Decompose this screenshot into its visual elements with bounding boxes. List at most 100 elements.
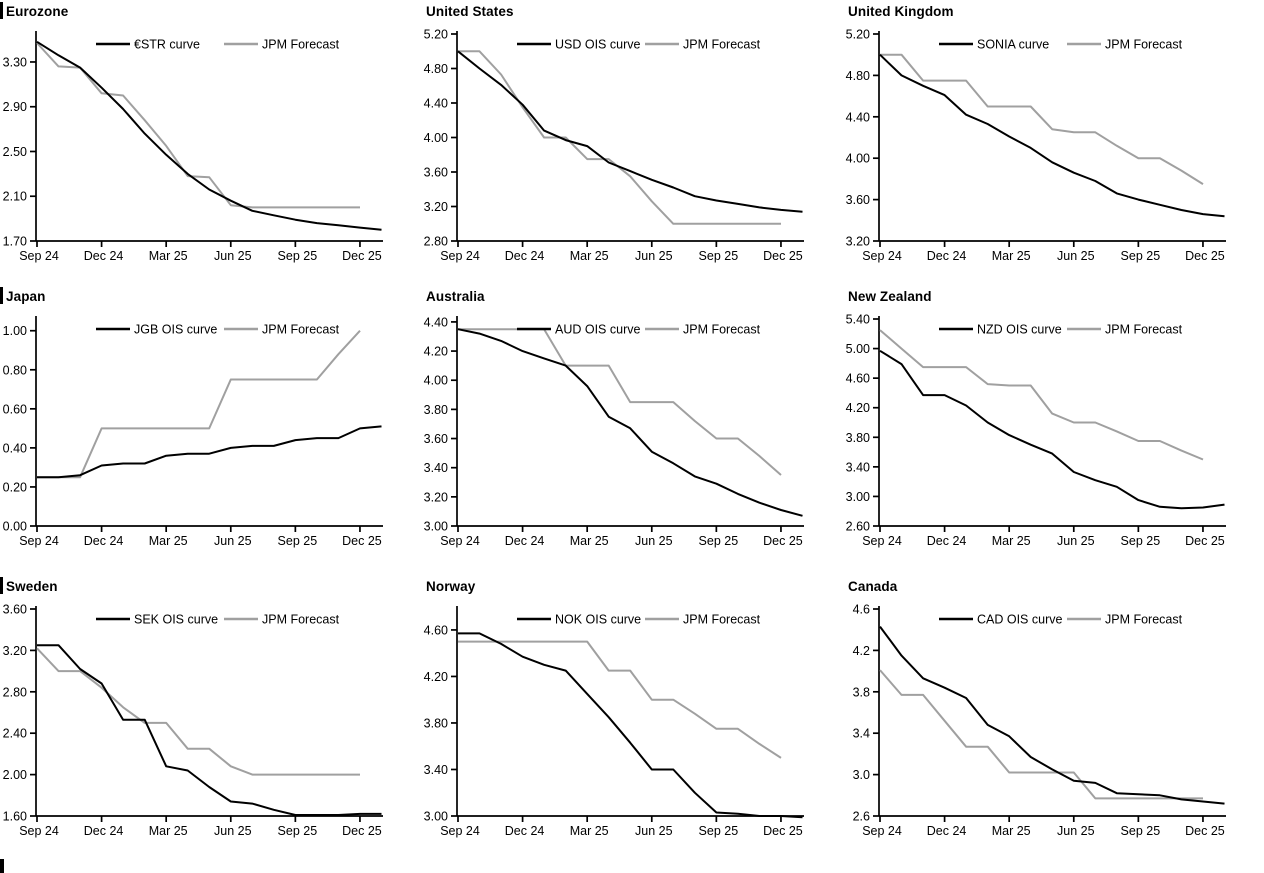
chart-canvas-norway: 3.00 3.40 3.80 4.20 4.60 Sep 24 Dec 24 Mar 25 Ju… [424, 606, 804, 838]
x-tick-label: Dec 24 [927, 249, 967, 263]
x-tick-label: Sep 24 [440, 824, 480, 838]
x-tick-label: Jun 25 [635, 534, 673, 548]
series-line-nok-ois-curve [458, 632, 803, 819]
legend-label: USD OIS curve [555, 38, 640, 52]
series-line-cad-ois-curve [879, 626, 1225, 805]
series-line-jpm-forecast [36, 42, 360, 209]
y-tick-label: 0.20 [3, 480, 27, 494]
x-tick-label: Dec 24 [84, 534, 124, 548]
y-tick-label: 3.60 [424, 432, 448, 446]
x-tick-label: Sep 25 [699, 534, 739, 548]
x-tick-label: Jun 25 [214, 249, 252, 263]
legend-label: JGB OIS curve [134, 323, 217, 337]
chart-panel-japan: Japan 0.00 0.20 0.40 0.60 0.80 1.00 Sep 24 Dec … [0, 285, 421, 575]
x-tick-label: Sep 25 [1121, 534, 1161, 548]
y-tick-label: 3.80 [846, 431, 870, 445]
chart-header: United States [421, 0, 843, 22]
y-tick-label: 4.00 [424, 374, 448, 388]
x-tick-label: Sep 24 [440, 534, 480, 548]
y-tick-label: 2.50 [3, 145, 27, 159]
y-tick-label: 3.8 [853, 685, 870, 699]
x-tick-label: Mar 25 [149, 249, 188, 263]
y-tick-label: 3.60 [846, 193, 870, 207]
y-tick-label: 2.80 [424, 235, 448, 249]
legend-label: JPM Forecast [262, 613, 340, 627]
x-tick-label: Sep 24 [862, 824, 902, 838]
title-bar [0, 2, 3, 19]
chart-panel-new-zealand: New Zealand 2.60 3.00 3.40 3.80 4.20 4.60 5.00… [843, 285, 1264, 575]
y-tick-label: 3.00 [424, 520, 448, 534]
x-tick-label: Mar 25 [570, 534, 609, 548]
y-tick-label: 4.40 [424, 315, 448, 329]
y-tick-label: 3.00 [424, 810, 448, 824]
chart-header: Australia [421, 285, 843, 307]
x-tick-label: Jun 25 [1057, 534, 1095, 548]
x-tick-label: Jun 25 [214, 824, 252, 838]
series-line--str-curve [36, 40, 382, 231]
x-tick-label: Sep 24 [862, 534, 902, 548]
y-tick-label: 4.40 [424, 97, 448, 111]
x-tick-label: Dec 24 [505, 824, 545, 838]
x-tick-label: Dec 24 [84, 249, 124, 263]
chart-title: New Zealand [848, 288, 932, 304]
y-tick-label: 3.40 [424, 461, 448, 475]
y-tick-label: 3.60 [3, 603, 27, 617]
y-tick-label: 3.80 [424, 403, 448, 417]
chart-header: Sweden [0, 575, 421, 597]
legend-label: NOK OIS curve [555, 613, 641, 627]
y-tick-label: 4.2 [853, 644, 870, 658]
x-tick-label: Mar 25 [149, 824, 188, 838]
x-tick-label: Dec 24 [505, 534, 545, 548]
y-tick-label: 3.00 [846, 490, 870, 504]
x-tick-label: Dec 24 [927, 824, 967, 838]
y-tick-label: 2.00 [3, 768, 27, 782]
x-tick-label: Mar 25 [992, 824, 1031, 838]
x-tick-label: Dec 25 [342, 249, 382, 263]
chart-header: Canada [843, 575, 1264, 597]
y-tick-label: 4.40 [846, 110, 870, 124]
y-tick-label: 4.80 [846, 69, 870, 83]
legend-label: €STR curve [134, 38, 200, 52]
chart-title: Japan [6, 288, 46, 304]
x-tick-label: Sep 25 [1121, 824, 1161, 838]
legend-label: JPM Forecast [683, 38, 761, 52]
x-tick-label: Dec 24 [84, 824, 124, 838]
x-tick-label: Dec 25 [1185, 534, 1225, 548]
chart-canvas-eurozone: 1.70 2.10 2.50 2.90 3.30 Sep 24 Dec 24 Mar 25 Ju… [3, 31, 383, 263]
y-tick-label: 5.20 [846, 28, 870, 42]
y-tick-label: 5.20 [424, 28, 448, 42]
title-bar [0, 287, 3, 304]
x-tick-label: Sep 24 [440, 249, 480, 263]
x-tick-label: Dec 25 [763, 824, 803, 838]
legend-label: JPM Forecast [262, 38, 340, 52]
series-line-jpm-forecast [458, 328, 782, 476]
legend-label: SEK OIS curve [134, 613, 218, 627]
series-line-usd-ois-curve [457, 50, 803, 213]
y-tick-label: 3.20 [424, 200, 448, 214]
x-tick-label: Dec 25 [763, 249, 803, 263]
y-tick-label: 4.60 [846, 372, 870, 386]
chart-header: Japan [0, 285, 421, 307]
x-tick-label: Mar 25 [570, 824, 609, 838]
chart-title: United Kingdom [848, 3, 954, 19]
series-line-jgb-ois-curve [37, 425, 382, 479]
chart-title: Sweden [6, 578, 58, 594]
x-tick-label: Sep 24 [19, 249, 59, 263]
series-line-jpm-forecast [879, 669, 1203, 800]
y-tick-label: 2.90 [3, 100, 27, 114]
x-tick-label: Sep 25 [278, 249, 318, 263]
chart-canvas-japan: 0.00 0.20 0.40 0.60 0.80 1.00 Sep 24 Dec 24 Mar … [3, 316, 383, 548]
chart-canvas-united-states: 2.80 3.20 3.60 4.00 4.40 4.80 5.20 Sep 24 Dec 24… [424, 28, 804, 263]
legend-label: AUD OIS curve [555, 323, 640, 337]
series-line-nzd-ois-curve [879, 349, 1225, 510]
x-tick-label: Dec 24 [927, 534, 967, 548]
chart-panel-australia: Australia 3.00 3.20 3.40 3.60 3.80 4.00 4.20 4.… [421, 285, 843, 575]
y-tick-label: 3.60 [424, 166, 448, 180]
series-line-aud-ois-curve [457, 328, 803, 517]
chart-panel-canada: Canada 2.6 3.0 3.4 3.8 4.2 4.6 Sep 24 Dec 24 Mar… [843, 575, 1264, 873]
x-tick-label: Sep 25 [278, 534, 318, 548]
chart-title: United States [426, 3, 514, 19]
x-tick-label: Jun 25 [214, 534, 252, 548]
chart-panel-eurozone: Eurozone 1.70 2.10 2.50 2.90 3.30 Sep 24 Dec 2… [0, 0, 421, 285]
